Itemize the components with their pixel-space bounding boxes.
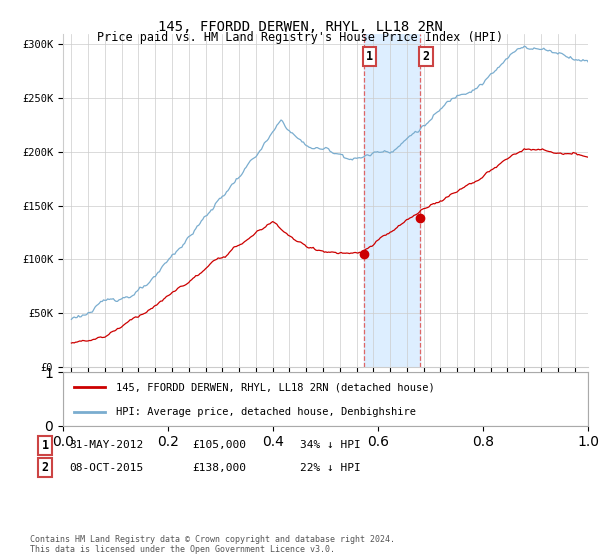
- Text: 22% ↓ HPI: 22% ↓ HPI: [300, 463, 361, 473]
- Text: 145, FFORDD DERWEN, RHYL, LL18 2RN (detached house): 145, FFORDD DERWEN, RHYL, LL18 2RN (deta…: [115, 382, 434, 393]
- Text: 2: 2: [422, 50, 430, 63]
- Text: 31-MAY-2012: 31-MAY-2012: [69, 440, 143, 450]
- Text: £105,000: £105,000: [192, 440, 246, 450]
- Text: 1: 1: [366, 50, 373, 63]
- Text: 2: 2: [41, 461, 49, 474]
- Text: 08-OCT-2015: 08-OCT-2015: [69, 463, 143, 473]
- Text: HPI: Average price, detached house, Denbighshire: HPI: Average price, detached house, Denb…: [115, 407, 415, 417]
- Text: 34% ↓ HPI: 34% ↓ HPI: [300, 440, 361, 450]
- Text: 145, FFORDD DERWEN, RHYL, LL18 2RN: 145, FFORDD DERWEN, RHYL, LL18 2RN: [158, 20, 442, 34]
- Text: Price paid vs. HM Land Registry's House Price Index (HPI): Price paid vs. HM Land Registry's House …: [97, 31, 503, 44]
- Bar: [364, 34, 420, 367]
- Text: Contains HM Land Registry data © Crown copyright and database right 2024.
This d: Contains HM Land Registry data © Crown c…: [30, 535, 395, 554]
- Text: £138,000: £138,000: [192, 463, 246, 473]
- Text: 1: 1: [41, 438, 49, 452]
